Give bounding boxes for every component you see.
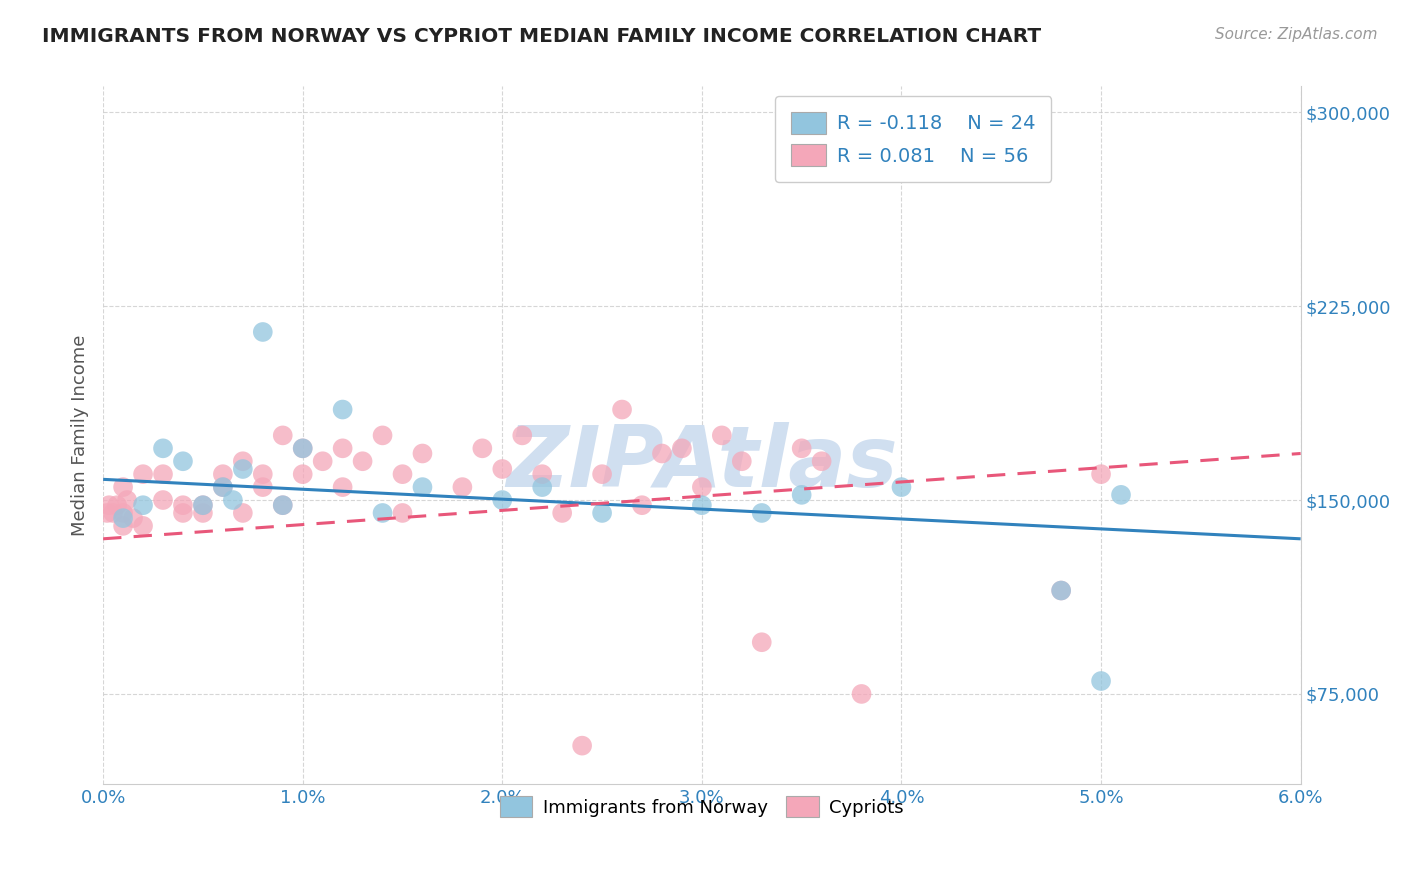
Point bbox=[98, 498, 121, 512]
Point bbox=[112, 480, 135, 494]
Point bbox=[491, 462, 513, 476]
Point bbox=[291, 442, 314, 456]
Point bbox=[391, 506, 413, 520]
Point bbox=[271, 498, 294, 512]
Point bbox=[152, 442, 174, 456]
Point bbox=[271, 498, 294, 512]
Point bbox=[551, 506, 574, 520]
Point bbox=[172, 454, 194, 468]
Point bbox=[391, 467, 413, 482]
Point bbox=[222, 493, 245, 508]
Point bbox=[212, 480, 235, 494]
Point bbox=[122, 511, 145, 525]
Point bbox=[531, 480, 554, 494]
Point bbox=[191, 498, 214, 512]
Text: Source: ZipAtlas.com: Source: ZipAtlas.com bbox=[1215, 27, 1378, 42]
Point bbox=[311, 454, 333, 468]
Point bbox=[790, 442, 813, 456]
Point bbox=[132, 498, 155, 512]
Point bbox=[112, 506, 135, 520]
Point bbox=[751, 506, 773, 520]
Point bbox=[810, 454, 832, 468]
Point bbox=[191, 506, 214, 520]
Point bbox=[651, 446, 673, 460]
Point bbox=[610, 402, 633, 417]
Point bbox=[112, 511, 135, 525]
Point bbox=[671, 442, 693, 456]
Point bbox=[1090, 673, 1112, 688]
Point bbox=[571, 739, 593, 753]
Point bbox=[191, 498, 214, 512]
Point bbox=[232, 506, 254, 520]
Point bbox=[690, 480, 713, 494]
Point bbox=[132, 467, 155, 482]
Point bbox=[451, 480, 474, 494]
Point bbox=[252, 325, 274, 339]
Text: IMMIGRANTS FROM NORWAY VS CYPRIOT MEDIAN FAMILY INCOME CORRELATION CHART: IMMIGRANTS FROM NORWAY VS CYPRIOT MEDIAN… bbox=[42, 27, 1042, 45]
Point bbox=[332, 402, 354, 417]
Point bbox=[1050, 583, 1073, 598]
Point bbox=[751, 635, 773, 649]
Point bbox=[232, 454, 254, 468]
Point bbox=[332, 480, 354, 494]
Point bbox=[212, 480, 235, 494]
Point bbox=[132, 519, 155, 533]
Point bbox=[1109, 488, 1132, 502]
Point bbox=[96, 506, 118, 520]
Point bbox=[510, 428, 533, 442]
Point bbox=[232, 462, 254, 476]
Point bbox=[411, 446, 433, 460]
Legend: Immigrants from Norway, Cypriots: Immigrants from Norway, Cypriots bbox=[492, 789, 911, 824]
Point bbox=[152, 467, 174, 482]
Point bbox=[690, 498, 713, 512]
Point bbox=[890, 480, 912, 494]
Text: ZIPAtlas: ZIPAtlas bbox=[506, 422, 897, 505]
Point bbox=[291, 467, 314, 482]
Point bbox=[371, 428, 394, 442]
Point bbox=[172, 506, 194, 520]
Point bbox=[291, 442, 314, 456]
Point bbox=[271, 428, 294, 442]
Point bbox=[101, 506, 124, 520]
Point bbox=[332, 442, 354, 456]
Point bbox=[252, 467, 274, 482]
Point bbox=[471, 442, 494, 456]
Point bbox=[631, 498, 654, 512]
Point bbox=[491, 493, 513, 508]
Point bbox=[411, 480, 433, 494]
Point bbox=[710, 428, 733, 442]
Point bbox=[591, 467, 613, 482]
Point bbox=[1090, 467, 1112, 482]
Point bbox=[252, 480, 274, 494]
Point bbox=[731, 454, 754, 468]
Point bbox=[152, 493, 174, 508]
Point bbox=[172, 498, 194, 512]
Point bbox=[105, 498, 128, 512]
Point bbox=[212, 467, 235, 482]
Point bbox=[115, 493, 138, 508]
Point bbox=[371, 506, 394, 520]
Y-axis label: Median Family Income: Median Family Income bbox=[72, 334, 89, 536]
Point bbox=[851, 687, 873, 701]
Point bbox=[1050, 583, 1073, 598]
Point bbox=[790, 488, 813, 502]
Point bbox=[112, 519, 135, 533]
Point bbox=[531, 467, 554, 482]
Point bbox=[591, 506, 613, 520]
Point bbox=[352, 454, 374, 468]
